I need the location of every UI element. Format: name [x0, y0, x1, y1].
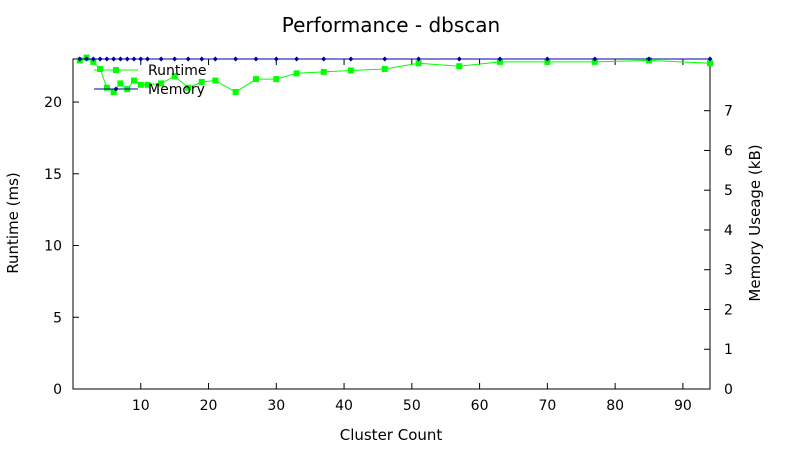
data-point-runtime: [415, 60, 422, 67]
x-tick-label: 70: [538, 398, 556, 414]
y2-tick-label: 1: [724, 342, 733, 358]
y2-tick-label: 4: [724, 223, 733, 239]
data-point-memory: [273, 56, 279, 62]
data-point-runtime: [707, 60, 713, 67]
y-axis-right: 0 1 2 3 4 5 6 7: [704, 104, 733, 398]
data-point-memory: [158, 56, 164, 62]
data-point-memory: [382, 56, 388, 62]
data-point-runtime: [158, 80, 165, 87]
data-point-memory: [97, 56, 103, 62]
x-tick-label: 50: [403, 398, 421, 414]
x-tick-label: 90: [674, 398, 692, 414]
data-point-runtime: [456, 63, 463, 70]
data-point-runtime: [591, 58, 598, 65]
y2-tick-label: 6: [724, 143, 733, 159]
plot-frame: [72, 58, 711, 390]
y2-tick-label: 3: [724, 263, 733, 279]
y2-axis-label: Memory Useage (kB): [746, 144, 764, 301]
x-axis-label: Cluster Count: [340, 426, 443, 444]
y-tick-label: 20: [44, 95, 62, 111]
x-tick-label: 40: [335, 398, 353, 414]
x-axis: 10 20 30 40 50 60 70 80 90: [132, 59, 692, 414]
data-point-runtime: [137, 81, 144, 88]
data-point-memory: [172, 56, 178, 62]
data-point-runtime: [97, 66, 104, 73]
data-point-runtime: [198, 78, 205, 85]
data-point-runtime: [381, 66, 388, 73]
legend: Runtime Memory: [94, 63, 206, 98]
y2-tick-label: 5: [724, 183, 733, 199]
legend-marker-memory: [113, 86, 119, 92]
data-point-memory: [145, 56, 151, 62]
data-point-memory: [185, 56, 191, 62]
data-point-runtime: [347, 67, 354, 74]
y-tick-label: 0: [53, 382, 62, 398]
data-point-runtime: [144, 81, 151, 88]
data-point-runtime: [293, 70, 300, 77]
legend-label-memory: Memory: [148, 82, 205, 98]
data-point-runtime: [496, 58, 503, 65]
chart-title: Performance - dbscan: [282, 13, 500, 37]
x-tick-label: 20: [200, 398, 218, 414]
data-point-memory: [77, 56, 83, 62]
data-point-runtime: [273, 76, 280, 83]
y-axis-left: 0 5 10 15 20: [44, 95, 79, 398]
y-tick-label: 5: [53, 310, 62, 326]
data-point-runtime: [232, 89, 239, 95]
data-point-runtime: [171, 73, 178, 80]
data-point-memory: [253, 56, 259, 62]
y-axis-label: Runtime (ms): [4, 172, 22, 274]
data-point-memory: [544, 56, 550, 62]
data-point-memory: [131, 56, 137, 62]
y2-tick-label: 7: [724, 104, 733, 120]
legend-label-runtime: Runtime: [148, 63, 206, 79]
y-tick-label: 10: [44, 239, 62, 255]
data-point-memory: [212, 56, 218, 62]
data-point-runtime: [117, 80, 124, 87]
data-point-memory: [138, 56, 144, 62]
data-point-memory: [233, 56, 239, 62]
y2-tick-label: 2: [724, 302, 733, 318]
data-point-memory: [348, 56, 354, 62]
data-point-memory: [90, 56, 96, 62]
data-point-memory: [199, 56, 205, 62]
y-tick-label: 15: [44, 167, 62, 183]
data-point-runtime: [212, 77, 219, 84]
y2-tick-label: 0: [724, 382, 733, 398]
x-tick-label: 30: [267, 398, 285, 414]
data-point-memory: [294, 56, 300, 62]
data-point-runtime: [320, 68, 327, 75]
data-point-memory: [111, 56, 117, 62]
x-tick-label: 80: [606, 398, 624, 414]
data-point-memory: [321, 56, 327, 62]
data-point-runtime: [544, 58, 551, 65]
data-point-runtime: [130, 77, 137, 84]
data-point-memory: [497, 56, 503, 62]
data-point-runtime: [185, 84, 192, 91]
data-point-memory: [124, 56, 130, 62]
data-point-memory: [117, 56, 123, 62]
data-point-memory: [592, 56, 598, 62]
data-point-memory: [104, 56, 110, 62]
data-point-runtime: [90, 58, 97, 65]
legend-marker-runtime: [113, 67, 119, 73]
series-layer: [76, 54, 713, 95]
data-point-runtime: [110, 89, 117, 95]
x-tick-label: 10: [132, 398, 150, 414]
data-point-runtime: [103, 84, 110, 91]
data-point-memory: [84, 56, 90, 62]
x-tick-label: 60: [471, 398, 489, 414]
data-point-memory: [646, 56, 652, 62]
data-point-runtime: [252, 76, 259, 83]
data-point-memory: [416, 56, 422, 62]
data-point-memory: [456, 56, 462, 62]
data-point-memory: [707, 56, 713, 62]
